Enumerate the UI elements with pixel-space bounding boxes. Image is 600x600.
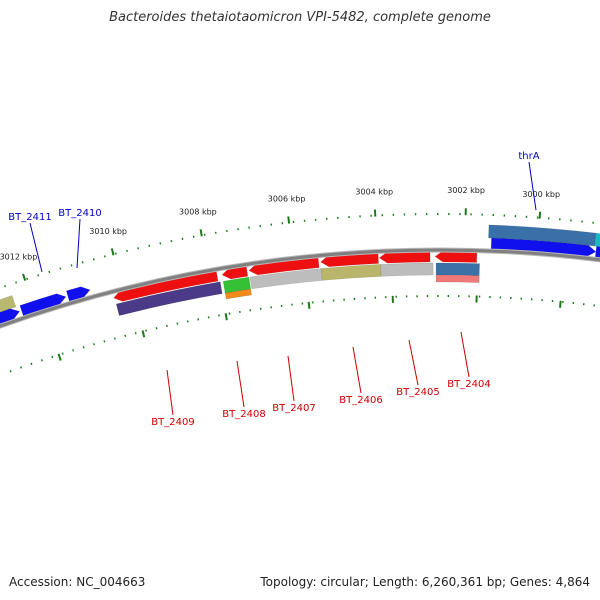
major-tick-inner [224,313,228,321]
gene-block [594,232,600,248]
major-tick-inner [307,301,311,309]
tick-label: 3012 kbp [0,253,37,262]
minor-tick-inner [51,355,54,359]
minor-tick [70,264,73,267]
minor-tick-inner [40,359,43,362]
minor-tick [92,258,95,261]
gene-label-reverse: BT_2404 [447,379,490,390]
gene-label-forward: BT_2411 [8,212,51,223]
gene-category-band [380,262,434,277]
gene-label-reverse: BT_2407 [272,403,315,414]
minor-tick-inner [61,352,64,355]
leader-line [76,218,81,269]
minor-tick-inner [20,366,23,369]
gene-label-reverse: BT_2409 [151,417,194,428]
gene-arrow [594,245,600,259]
gene-label-reverse: BT_2405 [396,387,439,398]
major-tick [22,273,27,281]
minor-tick [59,267,62,270]
gene-category-band [320,264,382,281]
minor-tick-inner [93,343,95,346]
gene-arrow [0,308,21,325]
minor-tick-inner [72,349,75,352]
minor-tick [48,270,51,274]
major-tick-inner [57,353,62,361]
leader-line [287,355,295,402]
gene-block [0,295,17,313]
tick-label: 3000 kbp [522,190,560,199]
leader-line [236,360,245,408]
minor-tick-inner [82,346,85,349]
minor-tick-inner [103,340,106,343]
major-tick [287,216,291,224]
tick-label: 3006 kbp [268,195,306,204]
leader-line [166,369,174,416]
map-title: Bacteroides thetaiotaomicron VPI-5482, c… [109,10,491,25]
gene-category-band [435,262,480,276]
major-tick-inner [141,330,146,338]
minor-tick [26,277,29,281]
minor-tick-inner [30,362,33,366]
gene-category-band [249,268,323,290]
gene-labels: thrA BT_2410 BT_2411 BT_2404 BT_2405 BT_2406 B… [8,151,539,428]
gene-block [488,224,597,247]
gene-category-band [435,274,480,283]
minor-tick-inner [9,369,12,373]
genome-summary-text: Topology: circular; Length: 6,260,361 bp… [260,575,590,589]
gene-label-reverse: BT_2406 [339,395,382,406]
tick-label: 3002 kbp [447,186,485,195]
minor-tick [3,285,6,288]
tick-label: 3004 kbp [355,188,393,197]
minor-tick [37,274,40,277]
minor-tick-inner [113,337,116,340]
leader-line [460,331,470,378]
gene-label-forward: thrA [518,151,539,162]
backbone-line [0,248,600,328]
accession-text: Accession: NC_004663 [9,575,146,589]
leader-line [29,222,43,273]
major-tick [110,248,115,256]
leader-line [408,339,419,386]
tick-label: 3008 kbp [179,208,217,217]
gene-label-forward: BT_2410 [58,208,101,219]
minor-tick [81,261,84,264]
scale-ticks: 3000 kbp 3002 kbp 3004 kbp 3006 kbp 3008 kbp… [0,186,596,373]
gene-category-band [115,281,223,317]
major-tick [538,211,542,219]
leader-line [352,346,362,394]
major-tick [199,229,203,237]
feature-tracks [0,224,600,325]
leader-line [528,161,537,211]
gene-label-reverse: BT_2408 [222,409,265,420]
gene-category-band [224,288,252,300]
minor-tick [15,281,18,284]
genome-backbone [0,247,600,329]
tick-label: 3010 kbp [89,227,127,236]
major-tick-inner [559,300,562,308]
